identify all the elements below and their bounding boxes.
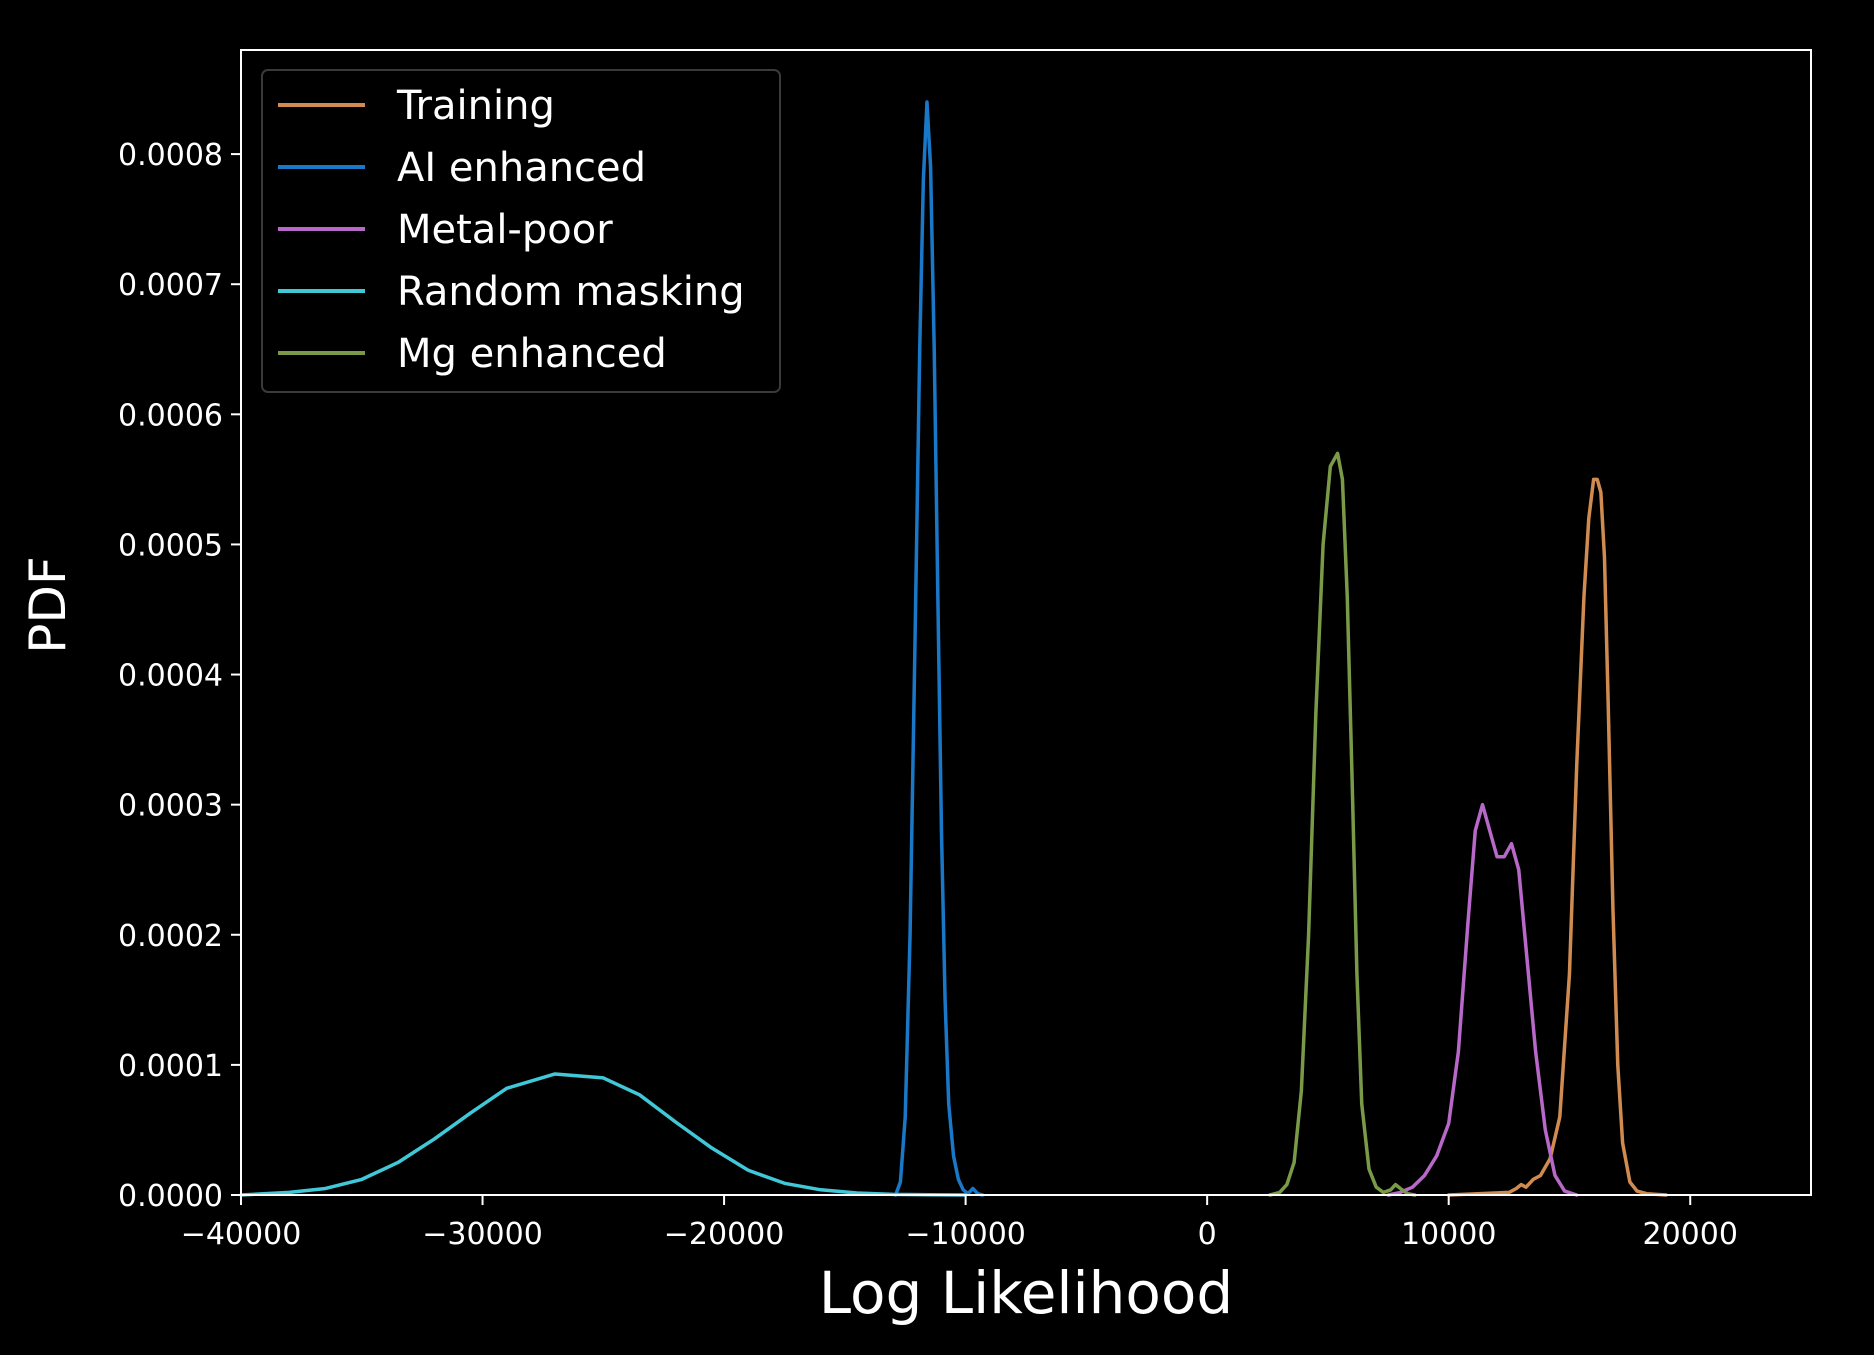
y-tick-label: 0.0007: [118, 268, 223, 303]
legend-label-training: Training: [396, 83, 555, 129]
y-tick-label: 0.0003: [118, 789, 223, 824]
y-tick-label: 0.0000: [118, 1179, 223, 1214]
series-line-random-masking: [239, 1072, 968, 1197]
legend-label-random-masking: Random masking: [397, 269, 745, 315]
y-axis-label: PDF: [19, 556, 77, 653]
x-tick-label: −40000: [181, 1217, 302, 1252]
y-tick-label: 0.0005: [118, 528, 223, 563]
legend-box: [261, 69, 781, 393]
series-line-training: [1446, 477, 1668, 1197]
legend-label-mg-enhanced: Mg enhanced: [397, 331, 667, 377]
series-layer: [239, 100, 1668, 1197]
x-axis-label: Log Likelihood: [819, 1259, 1233, 1327]
x-axis: −40000 −30000 −20000 −10000 0 10000 20000: [181, 1195, 1738, 1252]
x-tick-label: −20000: [664, 1217, 785, 1252]
legend-label-ai-enhanced: AI enhanced: [397, 145, 646, 191]
x-tick-label: 0: [1198, 1217, 1217, 1252]
y-tick-label: 0.0001: [118, 1049, 223, 1084]
x-tick-label: −10000: [905, 1217, 1026, 1252]
y-axis: 0.0000 0.0001 0.0002 0.0003 0.0004 0.0005 0.00…: [118, 138, 241, 1214]
series-line-ai-enhanced: [893, 100, 985, 1197]
x-tick-label: −30000: [422, 1217, 543, 1252]
y-tick-label: 0.0004: [118, 659, 223, 694]
plot-frame: [240, 49, 1812, 1196]
legend: Training AI enhanced Metal-poor Random mask…: [261, 69, 781, 393]
series-line-mg-enhanced: [1268, 451, 1417, 1197]
y-tick-label: 0.0006: [118, 398, 223, 433]
x-tick-label: 20000: [1643, 1217, 1738, 1252]
series-line-metal-poor: [1386, 802, 1579, 1197]
x-tick-label: 10000: [1401, 1217, 1496, 1252]
y-tick-label: 0.0008: [118, 138, 223, 173]
legend-label-metal-poor: Metal-poor: [397, 207, 613, 253]
y-tick-label: 0.0002: [118, 919, 223, 954]
